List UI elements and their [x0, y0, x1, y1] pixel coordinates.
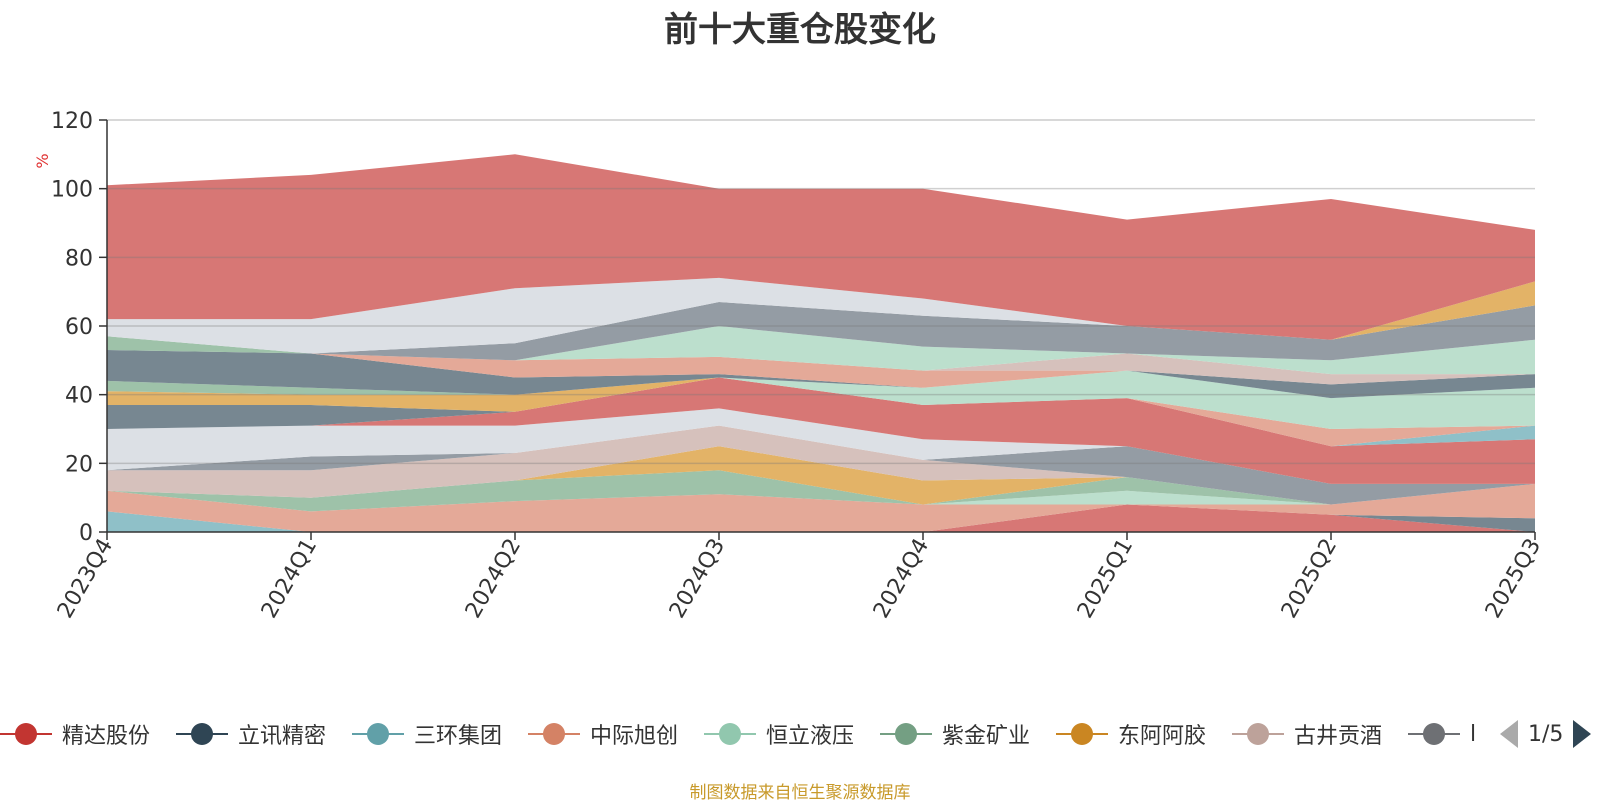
area-layer-22	[107, 302, 1535, 354]
x-tick-label: 2024Q4	[869, 535, 934, 623]
legend-prev-page-icon[interactable]	[1500, 720, 1518, 748]
area-layer-2	[107, 504, 1535, 532]
legend-pager: 1/5	[1500, 716, 1600, 752]
x-tick-label: 2025Q1	[1073, 535, 1138, 623]
y-tick-label: 40	[65, 384, 93, 409]
legend-label: 中际旭创	[590, 724, 679, 749]
y-tick-label: 0	[79, 521, 93, 546]
legend: 精达股份 立讯精密 三环集团 中际旭创 恒立液压 紫金矿业 东阿阿胶 古井贡酒 l	[0, 716, 1480, 752]
area-layer-25	[107, 154, 1535, 340]
y-axis-label: %	[33, 153, 52, 168]
area-layer-15	[107, 370, 1535, 412]
data-source-note: 制图数据来自恒生聚源数据库	[689, 783, 911, 803]
legend-item[interactable]: 三环集团	[352, 716, 502, 752]
legend-label: 精达股份	[62, 724, 151, 749]
x-tick-label: 2025Q2	[1277, 535, 1342, 623]
area-layer-3	[107, 483, 1535, 532]
area-layer-12	[107, 377, 1535, 447]
area-layer-5	[107, 470, 1535, 512]
legend-marker-icon	[528, 723, 580, 745]
area-layer-18	[107, 350, 1535, 388]
legend-marker-icon	[1056, 723, 1108, 745]
legend-marker-icon	[352, 723, 404, 745]
y-tick-label: 100	[51, 178, 93, 203]
legend-page-indicator: 1/5	[1528, 721, 1564, 747]
legend-item[interactable]: l	[1408, 716, 1476, 752]
legend-item[interactable]: 精达股份	[0, 716, 150, 752]
legend-item[interactable]: 立讯精密	[176, 716, 326, 752]
legend-next-page-icon[interactable]	[1573, 720, 1592, 748]
legend-label: 三环集团	[414, 724, 503, 749]
legend-label: 古井贡酒	[1294, 724, 1383, 749]
area-layer-14	[107, 370, 1535, 429]
y-tick-label: 80	[65, 246, 93, 271]
legend-marker-icon	[1408, 723, 1460, 745]
chart-title: 前十大重仓股变化	[664, 10, 936, 50]
legend-marker-icon	[880, 723, 932, 745]
stacked-area-chart: 0 20 40 60 80 100 120% 2023Q4 2024Q1 2024Q2 2024Q3…	[33, 109, 1546, 623]
area-layer-8	[107, 425, 1535, 505]
x-tick-label: 2024Q1	[257, 535, 322, 623]
area-layer-13	[107, 370, 1535, 429]
legend-item[interactable]: 恒立液压	[704, 716, 854, 752]
legend-label: 紫金矿业	[942, 724, 1031, 749]
legend-marker-icon	[0, 723, 52, 745]
x-tick-label: 2025Q3	[1481, 535, 1546, 623]
area-layer-6	[107, 446, 1535, 505]
legend-marker-icon	[1232, 723, 1284, 745]
legend-item[interactable]: 古井贡酒	[1232, 716, 1382, 752]
legend-marker-icon	[704, 723, 756, 745]
legend-label: 立讯精密	[238, 724, 327, 749]
legend-item[interactable]: 中际旭创	[528, 716, 678, 752]
legend-item[interactable]: 紫金矿业	[880, 716, 1030, 752]
area-layer-20	[107, 326, 1535, 375]
x-tick-label: 2024Q3	[665, 535, 730, 623]
area-layer-10	[107, 377, 1535, 484]
area-layer-7	[107, 425, 1535, 505]
x-tick-label: 2024Q2	[461, 535, 526, 623]
legend-label: 东阿阿胶	[1118, 724, 1207, 749]
area-layer-9	[107, 408, 1535, 484]
area-layer-24	[107, 277, 1535, 354]
legend-item[interactable]: 东阿阿胶	[1056, 716, 1206, 752]
area-layer-17	[107, 350, 1535, 399]
legend-label: 恒立液压	[766, 724, 855, 749]
area-layer-19	[107, 350, 1535, 385]
legend-label: l	[1470, 721, 1477, 747]
area-layer-21	[107, 302, 1535, 361]
y-tick-label: 60	[65, 315, 93, 340]
y-tick-label: 120	[51, 109, 93, 134]
y-tick-label: 20	[65, 452, 93, 477]
area-layer-0	[107, 504, 1535, 532]
legend-marker-icon	[176, 723, 228, 745]
x-tick-label: 2023Q4	[53, 535, 118, 623]
